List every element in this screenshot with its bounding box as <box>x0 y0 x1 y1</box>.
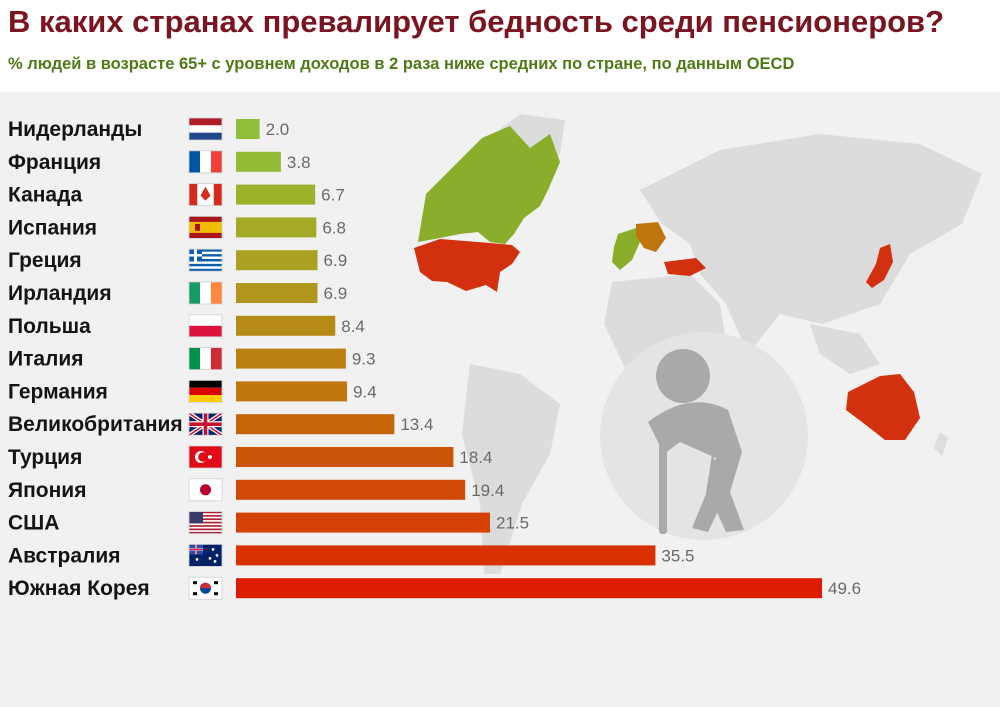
category-label: Нидерланды <box>8 118 142 141</box>
netherlands-flag <box>188 117 223 141</box>
usa-flag <box>188 511 223 535</box>
greece-flag <box>188 248 223 272</box>
bar <box>236 250 318 271</box>
france-flag <box>188 150 223 174</box>
category-label: Ирландия <box>8 282 112 305</box>
value-label: 9.3 <box>352 350 376 369</box>
value-label: 6.9 <box>324 251 348 270</box>
canada-flag <box>188 183 223 206</box>
category-label: Великобритания <box>8 413 183 436</box>
map-eurasia <box>640 134 982 354</box>
chart-row: Италия 9.3 <box>8 347 376 371</box>
spain-flag <box>188 216 223 239</box>
bar <box>236 151 281 172</box>
category-label: Испания <box>8 216 97 239</box>
chart-row: Франция 3.8 <box>8 150 311 174</box>
chart-area: Нидерланды 2.0 Франция 3.8 Канада 6.7 Испания 6… <box>0 92 1000 707</box>
bar-chart: Нидерланды 2.0 Франция 3.8 Канада 6.7 Испания 6… <box>8 114 982 600</box>
south-korea-flag <box>188 576 223 600</box>
chart-row: Южная Корея 49.6 <box>8 576 861 600</box>
poland-flag <box>188 314 223 338</box>
category-label: Греция <box>8 249 82 272</box>
map-australia <box>846 374 920 440</box>
bar <box>236 217 317 238</box>
category-label: США <box>8 512 59 535</box>
bar <box>236 348 346 369</box>
category-label: Польша <box>8 315 91 338</box>
category-label: Турция <box>8 446 82 469</box>
value-label: 35.5 <box>661 546 694 565</box>
map-europe-central <box>636 222 666 252</box>
bar <box>236 184 316 205</box>
bar <box>236 512 491 533</box>
chart-row: Испания 6.8 <box>8 216 346 239</box>
bar <box>236 545 656 566</box>
turkey-flag <box>188 445 223 469</box>
japan-flag <box>188 478 223 502</box>
category-label: Южная Корея <box>8 577 150 600</box>
germany-flag <box>188 379 223 403</box>
map-canada <box>418 126 560 244</box>
value-label: 13.4 <box>400 415 433 434</box>
chart-title: В каких странах превалирует бедность сре… <box>8 4 945 39</box>
chart-row: Греция 6.9 <box>8 248 348 272</box>
chart-subtitle: % людей в возрасте 65+ с уровнем доходов… <box>8 55 795 73</box>
bar <box>236 479 466 500</box>
value-label: 8.4 <box>341 317 365 336</box>
australia-flag <box>188 543 223 567</box>
value-label: 19.4 <box>471 481 504 500</box>
category-label: Австралия <box>8 544 121 567</box>
category-label: Франция <box>8 151 101 174</box>
value-label: 6.9 <box>324 284 348 303</box>
chart-row: Великобритания 13.4 <box>8 411 433 437</box>
value-label: 21.5 <box>496 514 529 533</box>
value-label: 6.7 <box>321 186 345 205</box>
value-label: 49.6 <box>828 579 861 598</box>
bar <box>236 578 822 599</box>
category-label: Италия <box>8 348 84 371</box>
map-turkey <box>664 258 706 276</box>
bar <box>236 315 336 336</box>
value-label: 2.0 <box>266 120 290 139</box>
world-map-background <box>414 114 982 574</box>
map-south-america <box>462 364 560 574</box>
bar <box>236 414 395 435</box>
map-usa <box>414 239 520 292</box>
value-label: 6.8 <box>322 218 346 237</box>
value-label: 9.4 <box>353 382 377 401</box>
bar <box>236 447 454 467</box>
chart-row: Ирландия 6.9 <box>8 281 348 305</box>
uk-flag <box>187 411 224 437</box>
chart-row: Австралия 35.5 <box>8 543 695 567</box>
map-new-zealand <box>934 432 948 456</box>
category-label: Канада <box>8 184 82 207</box>
italy-flag <box>188 347 223 371</box>
chart-row: США 21.5 <box>8 511 529 535</box>
chart-row: Германия 9.4 <box>8 379 377 403</box>
map-europe-west <box>612 228 640 270</box>
map-southeast-asia <box>810 324 880 374</box>
bar <box>236 119 260 139</box>
elderly-person-with-cane-icon <box>600 332 808 540</box>
chart-row: Япония 19.4 <box>8 478 504 502</box>
value-label: 18.4 <box>459 448 492 467</box>
chart-row: Польша 8.4 <box>8 314 365 338</box>
ireland-flag <box>188 281 223 305</box>
category-label: Япония <box>8 479 86 502</box>
bar <box>236 381 348 402</box>
bar <box>236 283 318 303</box>
map-japan <box>866 244 893 288</box>
chart-row: Нидерланды 2.0 <box>8 117 290 141</box>
chart-row: Канада 6.7 <box>8 183 345 207</box>
category-label: Германия <box>8 380 108 403</box>
chart-row: Турция 18.4 <box>8 445 492 469</box>
value-label: 3.8 <box>287 153 311 172</box>
